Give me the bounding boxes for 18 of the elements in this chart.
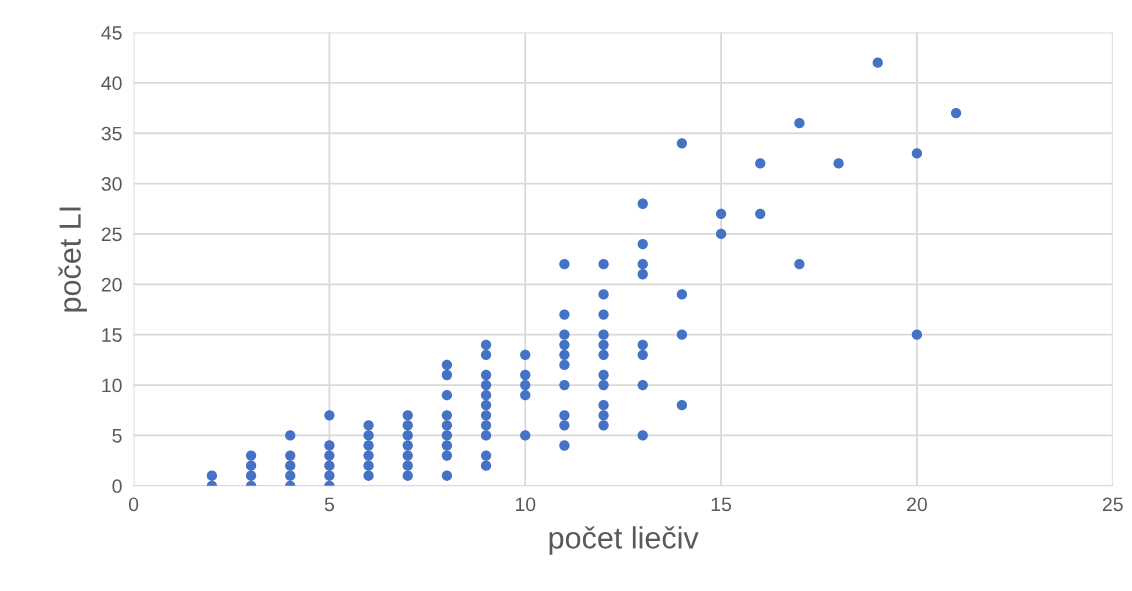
- y-tick-label: 35: [101, 126, 122, 141]
- x-tick-label: 0: [128, 497, 139, 512]
- y-tick-label: 40: [101, 76, 122, 91]
- x-tick-label: 10: [515, 497, 536, 512]
- y-tick-label: 45: [101, 26, 122, 40]
- y-tick-label: 0: [112, 479, 122, 494]
- y-axis-title: počet LI: [58, 207, 87, 312]
- y-tick-label: 10: [102, 378, 122, 393]
- x-tick-label: 20: [907, 497, 927, 512]
- x-tick-label: 15: [711, 497, 732, 512]
- x-tick-label: 5: [324, 497, 334, 512]
- y-tick-label: 30: [101, 177, 122, 191]
- x-axis-title: počet liečiv: [549, 526, 699, 555]
- x-tick-label: 25: [1102, 497, 1123, 512]
- y-tick-label: 5: [112, 429, 122, 443]
- y-tick-label: 15: [102, 328, 122, 342]
- y-tick-label: 20: [101, 277, 122, 292]
- y-tick-label: 25: [101, 227, 122, 242]
